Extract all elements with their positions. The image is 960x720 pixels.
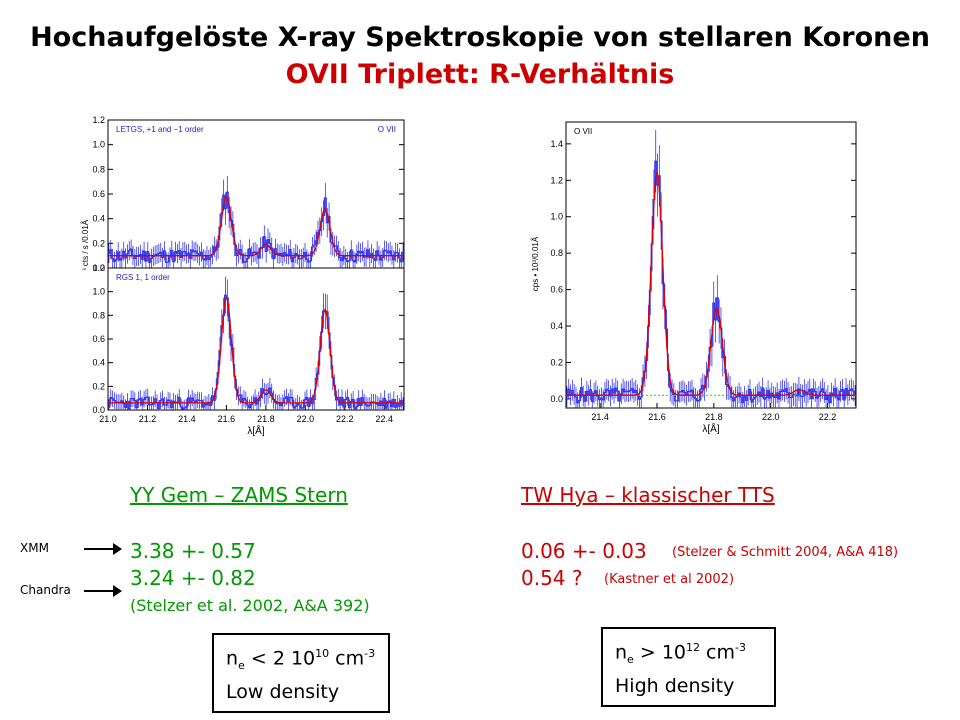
x-tick-label: 21.2 xyxy=(139,414,157,424)
x-tick-label: 22.0 xyxy=(297,414,315,424)
model-curve xyxy=(566,170,856,396)
left-header: YY Gem – ZAMS Stern xyxy=(130,483,348,507)
chandra-arrow xyxy=(84,585,122,597)
y-tick-label: 0.8 xyxy=(92,164,105,174)
y-tick-label: 0.2 xyxy=(92,381,105,391)
left-value-xmm: 3.38 +- 0.57 xyxy=(130,539,256,563)
right-value-2: 0.54 ? xyxy=(521,566,583,590)
density-label: High density xyxy=(615,675,735,698)
chart-letgs: 0.00.20.40.60.81.01.210⁻³ cts / s /0.01Å… xyxy=(81,115,405,270)
y-tick-label: 1.2 xyxy=(92,115,105,125)
y-tick-label: 0.0 xyxy=(92,263,105,270)
right-reference-2: (Kastner et al 2002) xyxy=(604,572,735,587)
density-condition: ne > 1012 cm-3 xyxy=(615,641,746,667)
y-axis-label: 10⁻³ cts / s /0.01Å xyxy=(81,219,90,270)
data-histogram xyxy=(566,160,856,404)
high-density-box: ne > 1012 cm-3 High density xyxy=(601,627,776,708)
x-tick-label: 22.4 xyxy=(376,414,394,424)
xmm-arrow xyxy=(84,543,122,555)
right-reference-1: (Stelzer & Schmitt 2004, A&A 418) xyxy=(672,545,899,560)
y-tick-label: 0.0 xyxy=(92,405,105,415)
model-curve xyxy=(108,195,404,257)
x-tick-label: 21.4 xyxy=(178,414,196,424)
low-density-box: ne < 2 1010 cm-3 Low density xyxy=(212,633,390,714)
x-tick-label: 21.4 xyxy=(591,412,609,422)
data-histogram xyxy=(108,294,404,410)
x-tick-label: 21.8 xyxy=(705,412,723,422)
x-tick-label: 21.0 xyxy=(99,414,117,424)
plot-frame xyxy=(107,119,405,269)
panel-label-right: O VII xyxy=(378,125,396,134)
left-value-chandra: 3.24 +- 0.82 xyxy=(130,566,256,590)
x-axis-label: λ[Å] xyxy=(702,422,719,435)
y-tick-label: 1.2 xyxy=(92,263,105,273)
y-tick-label: 0.8 xyxy=(92,310,105,320)
y-tick-label: 0.4 xyxy=(550,321,563,331)
x-tick-label: 21.6 xyxy=(218,414,236,424)
panel-label: RGS 1, 1 order xyxy=(116,273,170,282)
y-tick-label: 1.0 xyxy=(92,140,105,150)
data-histogram xyxy=(108,191,404,263)
plot-frame xyxy=(565,121,857,409)
model-curve xyxy=(108,296,404,404)
chart-tw-hya: 0.0 0.2 0.4 0.6 0.8 1.0 1.2 1.4 21.4 21.6 21.8 22.0… xyxy=(531,121,857,435)
xmm-label: XMM xyxy=(20,541,49,555)
y-axis-label: cps • 10³/0.01Å xyxy=(531,236,540,291)
y-tick-label: 0.6 xyxy=(92,189,105,199)
x-axis-label: λ[Å] xyxy=(247,424,264,437)
page-subtitle: OVII Triplett: R-Verhältnis xyxy=(285,59,675,90)
density-label: Low density xyxy=(226,681,340,704)
y-tick-label: 0.2 xyxy=(550,357,563,367)
y-tick-label: 1.4 xyxy=(550,139,563,149)
y-tick-label: 1.0 xyxy=(550,212,563,222)
left-reference: (Stelzer et al. 2002, A&A 392) xyxy=(130,596,370,615)
panel-label: O VII xyxy=(574,127,592,136)
plot-frame xyxy=(107,267,405,411)
x-tick-label: 21.6 xyxy=(648,412,666,422)
y-tick-label: 1.2 xyxy=(550,175,563,185)
y-tick-label: 1.0 xyxy=(92,287,105,297)
y-tick-label: 0.4 xyxy=(92,214,105,224)
chandra-label: Chandra xyxy=(20,583,71,597)
y-tick-label: 0.4 xyxy=(92,358,105,368)
x-tick-label: 22.2 xyxy=(336,414,354,424)
y-tick-label: 0.6 xyxy=(550,285,563,295)
y-tick-label: 0.8 xyxy=(550,248,563,258)
right-header: TW Hya – klassischer TTS xyxy=(521,483,775,507)
density-condition: ne < 2 1010 cm-3 xyxy=(226,647,376,673)
y-tick-label: 0.2 xyxy=(92,238,105,248)
x-tick-label: 21.8 xyxy=(257,414,275,424)
y-tick-label: 0.6 xyxy=(92,334,105,344)
x-tick-label: 22.0 xyxy=(762,412,780,422)
panel-label: LETGS, +1 and −1 order xyxy=(116,125,204,134)
right-value-1: 0.06 +- 0.03 xyxy=(521,539,647,563)
chart-rgs: 0.0 0.2 0.4 0.6 0.8 1.0 1.2 21.0 21.2 21.4 21.6 21.… xyxy=(92,263,405,437)
page-title: Hochaufgelöste X-ray Spektroskopie von s… xyxy=(30,22,930,53)
y-tick-label: 0.0 xyxy=(550,394,563,404)
x-tick-label: 22.2 xyxy=(819,412,837,422)
